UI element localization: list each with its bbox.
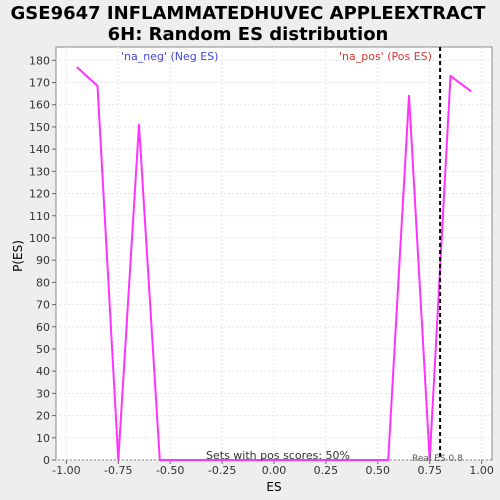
y-tick-label: 90	[36, 254, 50, 267]
neg-es-label: 'na_neg' (Neg ES)	[121, 50, 218, 63]
chart-title-line2: 6H: Random ES distribution	[108, 24, 389, 45]
y-tick-label: 170	[29, 77, 50, 90]
y-tick-label: 120	[29, 188, 50, 201]
y-tick-label: 100	[29, 232, 50, 245]
grid-lines	[56, 47, 492, 461]
axes: 0 10 20 30 40 50 60 70 80 90 100 110 120 130 140 150 160…	[29, 54, 494, 477]
y-axis-label: P(ES)	[11, 240, 25, 272]
sets-pos-scores-label: Sets with pos scores: 50%	[206, 449, 350, 462]
real-es-label: Real ES 0.8	[412, 454, 463, 464]
x-axis-label: ES	[266, 480, 281, 494]
x-tick-label: 0.25	[314, 464, 339, 477]
chart-title-line1: GSE9647 INFLAMMATEDHUVEC APPLEEXTRACT	[11, 3, 487, 24]
x-tick-label: -0.50	[156, 464, 184, 477]
x-tick-label: -0.25	[208, 464, 236, 477]
x-tick-label: 0.50	[366, 464, 391, 477]
y-tick-label: 20	[36, 410, 50, 423]
x-tick-label: 1.00	[469, 464, 494, 477]
pos-es-label: 'na_pos' (Pos ES)	[339, 50, 432, 63]
y-tick-label: 80	[36, 276, 50, 289]
y-tick-label: 180	[29, 54, 50, 67]
y-tick-label: 140	[29, 143, 50, 156]
y-tick-label: 50	[36, 343, 50, 356]
x-tick-label: 0.00	[262, 464, 287, 477]
x-tick-label: 0.75	[417, 464, 442, 477]
y-tick-label: 30	[36, 387, 50, 400]
y-tick-label: 150	[29, 121, 50, 134]
x-tick-label: -1.00	[52, 464, 80, 477]
y-tick-label: 10	[36, 432, 50, 445]
y-tick-label: 0	[43, 454, 50, 467]
y-tick-label: 160	[29, 99, 50, 112]
y-tick-label: 110	[29, 210, 50, 223]
y-tick-label: 60	[36, 321, 50, 334]
y-tick-label: 70	[36, 299, 50, 312]
y-tick-label: 40	[36, 365, 50, 378]
y-tick-label: 130	[29, 165, 50, 178]
x-tick-label: -0.75	[104, 464, 132, 477]
